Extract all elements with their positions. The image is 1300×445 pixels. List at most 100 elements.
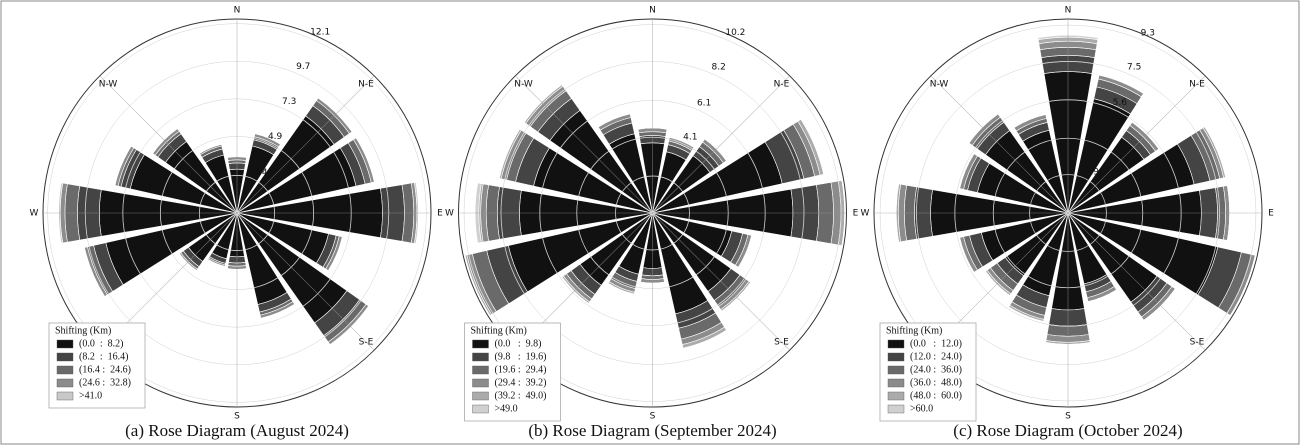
petal-segment (179, 253, 197, 271)
r-tick-label: 10.2 (725, 28, 745, 38)
legend-swatch (56, 391, 74, 401)
legend-label: (0.0 : 12.0) (910, 338, 962, 349)
direction-label: N-W (99, 80, 118, 90)
legend-label: (29.4 : 39.2) (495, 377, 547, 388)
legend-label: (16.4 : 24.6) (79, 364, 131, 375)
petal-segment (800, 119, 824, 175)
panel-caption: (c) Rose Diagram (October 2024) (953, 421, 1182, 440)
direction-label: W (861, 209, 870, 219)
r-tick-label: 7.3 (282, 97, 296, 107)
direction-label: N-W (514, 80, 533, 90)
petal-segment (1045, 342, 1091, 345)
legend-swatch (472, 404, 489, 414)
legend-swatch (56, 339, 74, 349)
spoke (1067, 212, 1206, 351)
legend-label: >41.0 (79, 390, 102, 401)
r-tick-label: 1.9 (1085, 167, 1100, 177)
direction-label: N-W (930, 80, 949, 90)
petal-segment (895, 183, 900, 243)
direction-label: W (30, 209, 39, 219)
petal-segment (1037, 34, 1099, 41)
direction-label: N-E (1189, 80, 1205, 90)
spoke (930, 75, 1069, 214)
legend-label: (0.0 : 9.8) (495, 338, 542, 349)
legend-label: (0.0 : 8.2) (79, 338, 123, 349)
legend-label: (24.0 : 36.0) (910, 364, 962, 375)
legend-swatch (56, 352, 74, 362)
legend-label: >49.0 (495, 403, 518, 414)
legend-label: (9.8 : 19.6) (495, 351, 547, 362)
r-tick-label: 9.3 (1141, 29, 1155, 39)
legend-swatch (887, 391, 905, 401)
petal-segment (199, 144, 222, 154)
direction-label: S-E (1190, 337, 1205, 347)
direction-label: E (853, 209, 859, 219)
r-tick-label: 5.6 (1113, 98, 1128, 108)
legend-label: (39.2 : 49.0) (495, 390, 547, 401)
spoke (236, 212, 375, 351)
spoke (1067, 75, 1206, 214)
legend-swatch (887, 352, 905, 362)
spoke (652, 212, 790, 351)
spoke (515, 75, 653, 214)
direction-label: N-E (774, 80, 790, 90)
petal-segment (959, 237, 975, 273)
direction-label: W (445, 209, 454, 219)
legend-title: Shifting (Km) (886, 325, 942, 336)
legend-swatch (472, 365, 489, 375)
r-tick-label: 2.4 (253, 168, 268, 178)
direction-label: S-E (774, 337, 789, 347)
petal-segment (985, 271, 1010, 296)
legend-label: (36.0 : 48.0) (910, 377, 962, 388)
petal-segment (58, 182, 64, 244)
spoke (99, 75, 238, 214)
rose-panel: 2.4 4.9 7.3 9.7 12.1 N N-E E S-E S W N-W Shifting (K… (30, 6, 444, 440)
direction-label: S (650, 412, 656, 422)
petal-segment (738, 235, 752, 268)
petal-segment (638, 127, 667, 130)
legend-swatch (472, 339, 489, 349)
legend-swatch (887, 378, 905, 388)
legend-swatch (472, 378, 489, 388)
petal-segment (704, 138, 727, 161)
petal-segment (227, 268, 247, 270)
r-tick-label: 4.1 (683, 133, 697, 143)
direction-label: S-E (359, 337, 374, 347)
petal-segment (1099, 74, 1144, 94)
direction-label: N (234, 6, 241, 16)
petal-segment (260, 304, 295, 319)
panel-caption: (a) Rose Diagram (August 2024) (125, 421, 349, 440)
spoke (652, 75, 790, 214)
petal-segment (1013, 114, 1046, 128)
rose-panel: 1.9 3.7 5.6 7.5 9.3 N N-E E S-E S W N-W Shifting (Km… (861, 6, 1275, 440)
legend-label: >60.0 (910, 403, 933, 414)
direction-label: N-E (358, 80, 374, 90)
direction-label: S (234, 412, 240, 422)
legend-swatch (887, 404, 905, 414)
panel-caption: (b) Rose Diagram (September 2024) (528, 421, 776, 440)
legend-label: (24.6 : 32.8) (79, 377, 131, 388)
legend-title: Shifting (Km) (471, 325, 527, 336)
spoke (236, 75, 375, 214)
legend-label: (12.0 : 24.0) (910, 351, 962, 362)
petal-segment (355, 137, 375, 182)
r-tick-label: 7.5 (1127, 62, 1141, 72)
petal-segment (413, 181, 419, 245)
legend-swatch (472, 352, 489, 362)
petal-segment (607, 283, 635, 295)
legend-swatch (56, 378, 74, 388)
legend-swatch (472, 391, 489, 401)
petal-segment (464, 255, 491, 316)
legend-swatch (887, 339, 905, 349)
rose-panel: 2 4.1 6.1 8.2 10.2 N N-E E S-E S W N-W Shifting (Km)… (445, 6, 859, 440)
r-tick-label: 8.2 (712, 62, 726, 72)
petal-segment (318, 97, 353, 132)
petal-segment (1088, 289, 1117, 302)
r-tick-label: 4.9 (268, 132, 283, 142)
legend-swatch (887, 365, 905, 375)
legend-label: (8.2 : 16.4) (79, 351, 128, 362)
r-tick-label: 3.7 (1098, 134, 1112, 144)
petal-segment (561, 276, 589, 304)
r-tick-label: 12.1 (310, 27, 330, 37)
